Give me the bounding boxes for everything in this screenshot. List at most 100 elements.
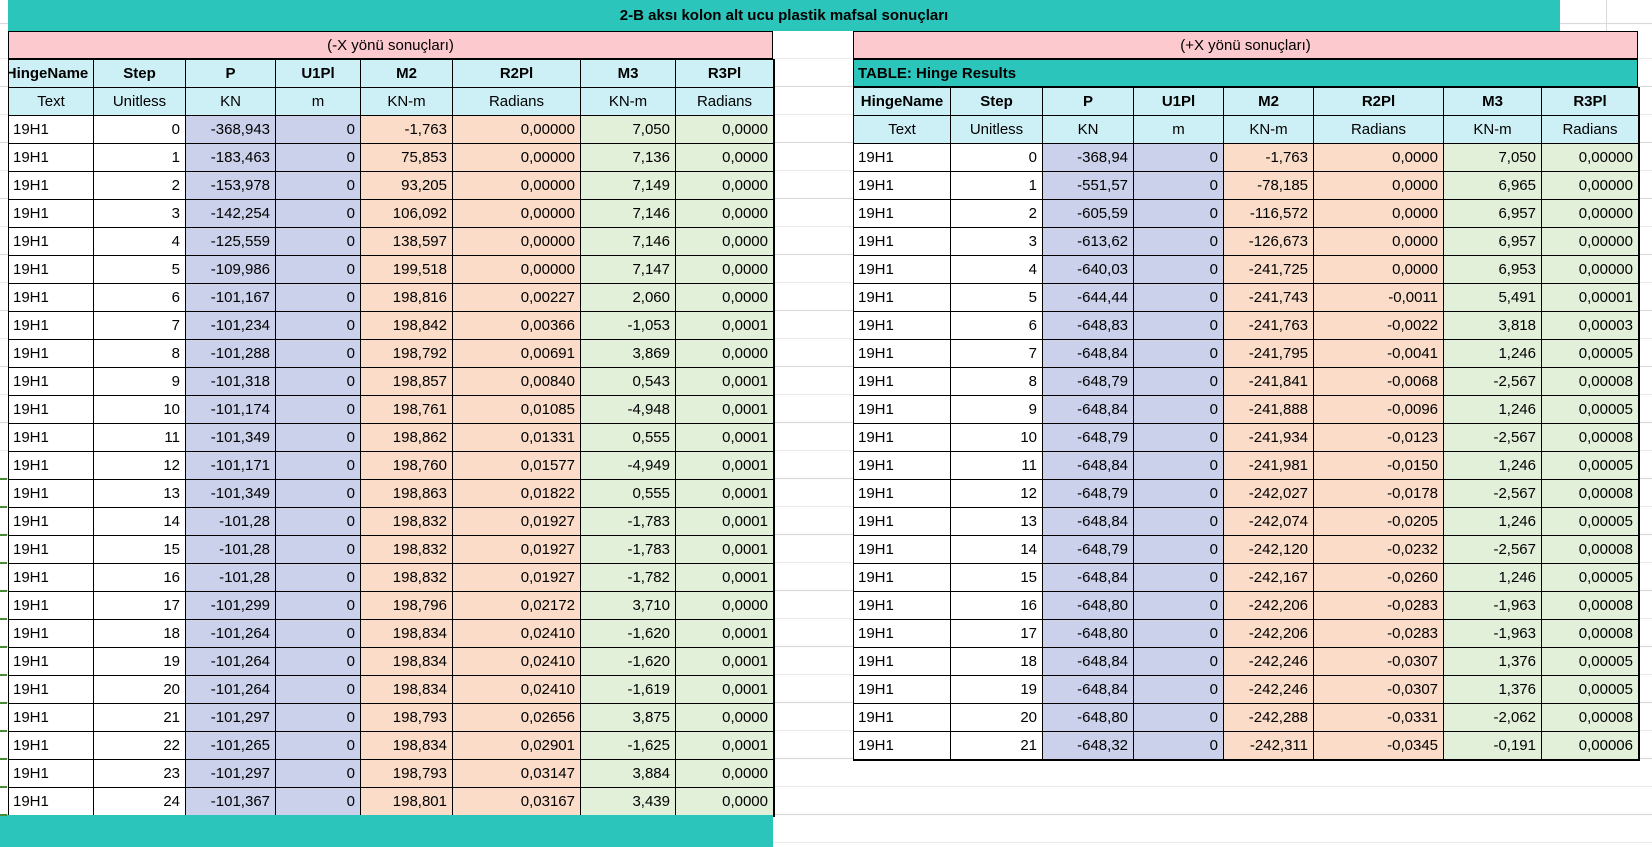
data-cell[interactable]: 19H1 — [9, 200, 94, 228]
data-cell[interactable]: 198,792 — [361, 340, 453, 368]
data-cell[interactable]: 198,832 — [361, 536, 453, 564]
data-cell[interactable]: 23 — [94, 760, 186, 788]
data-cell[interactable]: 6,957 — [1444, 200, 1542, 228]
data-cell[interactable]: -1,763 — [361, 116, 453, 144]
data-cell[interactable]: 0,02656 — [453, 704, 581, 732]
data-cell[interactable]: 0,00000 — [1542, 228, 1639, 256]
data-cell[interactable]: 0,00000 — [1542, 172, 1639, 200]
data-cell[interactable]: 24 — [94, 788, 186, 816]
data-cell[interactable]: 0,0000 — [676, 144, 774, 172]
data-cell[interactable]: 0,0000 — [676, 760, 774, 788]
data-cell[interactable]: -101,297 — [186, 704, 276, 732]
data-cell[interactable]: 14 — [94, 508, 186, 536]
unit-cell[interactable]: Unitless — [951, 116, 1043, 144]
data-cell[interactable]: 0 — [1134, 732, 1224, 760]
data-cell[interactable]: 0,03167 — [453, 788, 581, 816]
right-section-header-cell[interactable]: (+X yönü sonuçları) — [853, 31, 1638, 59]
data-cell[interactable]: -101,265 — [186, 732, 276, 760]
data-cell[interactable]: -648,84 — [1043, 396, 1134, 424]
data-cell[interactable]: -101,297 — [186, 760, 276, 788]
data-cell[interactable]: 0 — [276, 284, 361, 312]
data-cell[interactable]: 0,555 — [581, 424, 676, 452]
data-cell[interactable]: 19H1 — [9, 536, 94, 564]
unit-cell[interactable]: Radians — [676, 88, 774, 116]
data-cell[interactable]: 0 — [1134, 284, 1224, 312]
data-cell[interactable]: -101,234 — [186, 312, 276, 340]
data-cell[interactable]: -241,795 — [1224, 340, 1314, 368]
data-cell[interactable]: 0,00000 — [453, 256, 581, 284]
column-header-step[interactable]: Step — [94, 60, 186, 88]
data-cell[interactable]: 1,246 — [1444, 564, 1542, 592]
data-cell[interactable]: -0,0022 — [1314, 312, 1444, 340]
data-cell[interactable]: -109,986 — [186, 256, 276, 284]
unit-cell[interactable]: Radians — [1542, 116, 1639, 144]
data-cell[interactable]: -648,80 — [1043, 592, 1134, 620]
data-cell[interactable]: -241,725 — [1224, 256, 1314, 284]
data-cell[interactable]: -0,0011 — [1314, 284, 1444, 312]
data-cell[interactable]: 19H1 — [9, 396, 94, 424]
data-cell[interactable]: 19H1 — [9, 704, 94, 732]
data-cell[interactable]: 0,01927 — [453, 508, 581, 536]
data-cell[interactable]: 198,857 — [361, 368, 453, 396]
column-header-p[interactable]: P — [1043, 88, 1134, 116]
unit-cell[interactable]: KN — [1043, 116, 1134, 144]
data-cell[interactable]: 19H1 — [854, 144, 951, 172]
data-cell[interactable]: 0 — [1134, 480, 1224, 508]
data-cell[interactable]: -242,206 — [1224, 620, 1314, 648]
data-cell[interactable]: 0,02410 — [453, 676, 581, 704]
data-cell[interactable]: 0,0000 — [1314, 228, 1444, 256]
data-cell[interactable]: 0 — [1134, 536, 1224, 564]
data-cell[interactable]: 198,796 — [361, 592, 453, 620]
data-cell[interactable]: 0,02410 — [453, 620, 581, 648]
column-header-r2pl[interactable]: R2Pl — [1314, 88, 1444, 116]
data-cell[interactable]: 0,0000 — [676, 788, 774, 816]
data-cell[interactable]: -0,0205 — [1314, 508, 1444, 536]
data-cell[interactable]: 0,00008 — [1542, 620, 1639, 648]
data-cell[interactable]: -2,567 — [1444, 424, 1542, 452]
data-cell[interactable]: 0,0000 — [676, 172, 774, 200]
data-cell[interactable]: -0,0283 — [1314, 620, 1444, 648]
data-cell[interactable]: 6 — [94, 284, 186, 312]
data-cell[interactable]: -648,80 — [1043, 704, 1134, 732]
data-cell[interactable]: 0,0000 — [1314, 256, 1444, 284]
data-cell[interactable]: 19H1 — [9, 312, 94, 340]
data-cell[interactable]: -648,79 — [1043, 424, 1134, 452]
data-cell[interactable]: -0,191 — [1444, 732, 1542, 760]
data-cell[interactable]: 0 — [276, 620, 361, 648]
data-cell[interactable]: 1 — [94, 144, 186, 172]
data-cell[interactable]: -1,963 — [1444, 620, 1542, 648]
data-cell[interactable]: -1,619 — [581, 676, 676, 704]
left-section-header-cell[interactable]: (-X yönü sonuçları) — [8, 31, 773, 59]
data-cell[interactable]: 198,834 — [361, 648, 453, 676]
data-cell[interactable]: 0 — [1134, 312, 1224, 340]
data-cell[interactable]: 0,01822 — [453, 480, 581, 508]
data-cell[interactable]: -101,349 — [186, 480, 276, 508]
data-cell[interactable]: 19H1 — [9, 592, 94, 620]
data-cell[interactable]: -101,28 — [186, 564, 276, 592]
data-cell[interactable]: 0 — [276, 256, 361, 284]
data-cell[interactable]: 19H1 — [854, 648, 951, 676]
data-cell[interactable]: -648,32 — [1043, 732, 1134, 760]
data-cell[interactable]: -0,0345 — [1314, 732, 1444, 760]
data-cell[interactable]: -101,171 — [186, 452, 276, 480]
data-cell[interactable]: 21 — [94, 704, 186, 732]
data-cell[interactable]: 0 — [1134, 172, 1224, 200]
data-cell[interactable]: 0,555 — [581, 480, 676, 508]
data-cell[interactable]: 198,816 — [361, 284, 453, 312]
data-cell[interactable]: 0 — [276, 592, 361, 620]
data-cell[interactable]: -0,0307 — [1314, 676, 1444, 704]
data-cell[interactable]: 3,439 — [581, 788, 676, 816]
data-cell[interactable]: 198,862 — [361, 424, 453, 452]
data-cell[interactable]: -0,0307 — [1314, 648, 1444, 676]
data-cell[interactable]: -101,299 — [186, 592, 276, 620]
data-cell[interactable]: -0,0260 — [1314, 564, 1444, 592]
data-cell[interactable]: 0,0000 — [676, 228, 774, 256]
data-cell[interactable]: 198,834 — [361, 620, 453, 648]
data-cell[interactable]: 0 — [276, 172, 361, 200]
data-cell[interactable]: 19H1 — [9, 732, 94, 760]
data-cell[interactable]: 19H1 — [9, 564, 94, 592]
data-cell[interactable]: 6,965 — [1444, 172, 1542, 200]
data-cell[interactable]: 0,00008 — [1542, 480, 1639, 508]
data-cell[interactable]: 15 — [94, 536, 186, 564]
data-cell[interactable]: -1,763 — [1224, 144, 1314, 172]
